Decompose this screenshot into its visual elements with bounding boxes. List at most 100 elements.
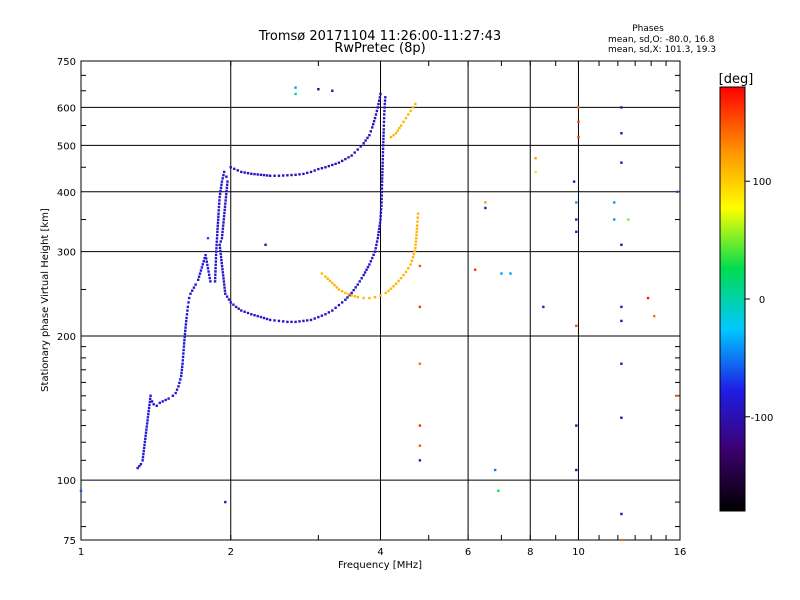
data-point xyxy=(371,256,374,260)
y-tick-label: 300 xyxy=(57,248,76,259)
data-point xyxy=(183,332,187,336)
x-tick-label: 6 xyxy=(465,547,471,558)
y-tick-label: 200 xyxy=(57,332,76,343)
data-point xyxy=(206,263,209,267)
data-point xyxy=(415,236,418,240)
data-point xyxy=(268,318,272,322)
data-point xyxy=(372,253,375,257)
data-point xyxy=(620,512,623,516)
data-point xyxy=(144,434,147,437)
x-tick-label: 8 xyxy=(527,547,533,558)
data-point xyxy=(620,305,623,309)
data-point xyxy=(194,283,197,286)
data-point xyxy=(369,260,373,263)
x-tick-label: 10 xyxy=(572,547,585,558)
data-point xyxy=(181,355,185,359)
data-point xyxy=(326,277,329,280)
data-point xyxy=(378,224,381,227)
y-tick-label: 400 xyxy=(57,188,76,199)
data-point xyxy=(256,173,259,176)
data-point xyxy=(356,295,359,299)
data-point xyxy=(206,267,210,270)
data-point xyxy=(220,261,223,265)
x-tick-label: 2 xyxy=(228,547,234,558)
data-point xyxy=(214,276,217,280)
data-point xyxy=(375,243,378,247)
data-point xyxy=(204,257,208,260)
data-point xyxy=(277,174,281,177)
data-point xyxy=(380,204,383,208)
data-point xyxy=(620,416,623,419)
data-point xyxy=(381,161,384,164)
data-point xyxy=(620,362,623,365)
data-point xyxy=(225,183,229,186)
data-point xyxy=(148,400,152,404)
data-point xyxy=(185,320,188,323)
data-point xyxy=(142,446,146,450)
data-point xyxy=(396,129,399,132)
data-point xyxy=(340,159,344,163)
data-point xyxy=(383,99,387,102)
data-point xyxy=(620,132,623,135)
data-point xyxy=(227,298,231,301)
data-point xyxy=(265,317,269,321)
data-point xyxy=(224,196,228,199)
data-point xyxy=(144,431,148,434)
data-point xyxy=(286,174,289,177)
data-point xyxy=(149,397,152,401)
data-point xyxy=(381,164,384,168)
data-point xyxy=(226,180,229,183)
data-point xyxy=(376,106,379,109)
data-point xyxy=(379,218,382,221)
data-point xyxy=(155,404,158,407)
data-point xyxy=(371,123,375,126)
data-point xyxy=(264,243,267,246)
data-point xyxy=(147,413,150,416)
data-point xyxy=(149,394,152,398)
data-point xyxy=(346,296,349,299)
data-point xyxy=(376,236,379,240)
data-point xyxy=(337,161,341,164)
data-point xyxy=(217,205,221,209)
legend-title: Phases xyxy=(632,24,664,34)
data-point xyxy=(620,243,623,246)
data-point xyxy=(375,109,379,113)
data-point xyxy=(262,316,266,320)
data-point xyxy=(273,319,276,322)
data-point xyxy=(192,286,196,289)
data-point xyxy=(415,224,419,227)
data-point xyxy=(324,275,327,278)
data-point xyxy=(259,315,263,319)
data-point xyxy=(219,255,223,259)
data-point xyxy=(222,280,226,283)
data-point xyxy=(216,218,220,221)
data-point xyxy=(250,172,253,176)
data-point xyxy=(500,272,503,275)
data-point xyxy=(509,272,512,275)
data-point xyxy=(331,89,334,92)
colorbar-tick-label: -100 xyxy=(751,413,774,424)
data-point xyxy=(222,221,225,224)
data-point xyxy=(240,309,243,312)
data-point xyxy=(368,296,371,300)
data-point xyxy=(335,286,338,289)
data-point xyxy=(380,197,383,201)
data-point xyxy=(191,289,194,292)
data-point xyxy=(620,319,623,323)
data-point xyxy=(484,206,487,210)
data-point xyxy=(371,126,374,129)
data-point xyxy=(222,170,226,174)
data-point xyxy=(394,132,398,135)
data-point xyxy=(206,236,210,240)
data-point xyxy=(220,265,224,268)
data-point xyxy=(236,169,239,172)
data-point xyxy=(320,166,324,170)
data-point xyxy=(219,249,222,253)
data-point xyxy=(381,174,384,177)
data-points xyxy=(79,86,679,542)
data-point xyxy=(222,277,225,280)
data-point xyxy=(171,394,175,398)
data-point xyxy=(294,92,297,96)
data-point xyxy=(232,303,235,306)
data-point xyxy=(217,215,220,218)
